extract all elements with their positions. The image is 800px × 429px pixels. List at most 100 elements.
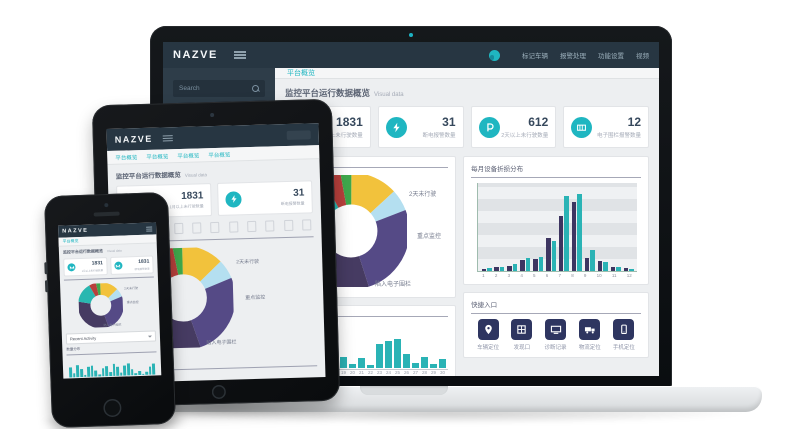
x-tick-label: 19 <box>142 376 146 379</box>
nav-item-video[interactable]: 视频 <box>636 53 649 60</box>
page-title: 监控平台运行数据概览 <box>285 88 371 98</box>
ghost-icon <box>247 220 257 233</box>
page-heading: 监控平台运行数据概览 Visual data <box>115 165 312 181</box>
x-tick-label: 11 <box>611 273 617 278</box>
volume-up-button[interactable] <box>44 262 48 275</box>
bar <box>590 250 595 271</box>
quick-item-discover[interactable]: 发现口 <box>511 319 533 351</box>
volume-down-button[interactable] <box>44 280 49 293</box>
donut-segment <box>131 246 235 350</box>
bar <box>430 364 437 368</box>
stat-card-row: 1831 1月以上未行驶数量 31 断电报警数量 612 2天以上未行驶数量 <box>285 106 649 148</box>
bar <box>499 267 505 271</box>
x-tick-label: 17 <box>133 377 136 379</box>
bar <box>105 365 109 377</box>
menu-hamburger-icon[interactable] <box>233 51 246 53</box>
tablet-camera <box>210 112 215 118</box>
x-tick-label: 20 <box>147 376 151 379</box>
quick-item-phone-locate[interactable]: 手机定位 <box>613 319 635 351</box>
stat-card-power-cut-alarms[interactable]: 31 断电报警数量 <box>217 180 313 216</box>
ghost-icon <box>174 222 184 235</box>
desktop-navbar: NAZVE 标记车辆 报警处理 功能设置 视频 <box>163 42 659 68</box>
parking-icon <box>486 122 494 131</box>
stat-value: 31 <box>442 115 456 129</box>
page-subtitle: Visual data <box>374 92 404 98</box>
bar <box>109 371 112 377</box>
nav-item-mark-vehicle[interactable]: 标记车辆 <box>522 53 548 60</box>
bar <box>533 259 538 271</box>
bar <box>141 373 145 375</box>
tab-item[interactable]: 平台概览 <box>208 152 231 159</box>
menu-hamburger-icon[interactable] <box>146 225 153 228</box>
bar <box>98 374 101 377</box>
page-title: 监控平台运行数据概览 <box>115 171 181 181</box>
bar <box>134 373 138 376</box>
x-tick-label: 12 <box>626 273 632 278</box>
monthly-plot-area <box>477 183 637 272</box>
donut-segment <box>131 246 235 350</box>
bar <box>148 366 152 375</box>
search-placeholder: Search <box>179 85 200 92</box>
tab-item[interactable]: 平台概览 <box>115 154 138 162</box>
nav-item-function-settings[interactable]: 功能设置 <box>598 53 624 60</box>
stat-card-power-cut-alarms[interactable]: 31 断电报警数量 <box>377 106 464 148</box>
ghost-icon <box>228 221 239 233</box>
stat-card-not-driven-2days[interactable]: 612 2天以上未行驶数量 <box>470 106 557 148</box>
tablet-home-button[interactable] <box>211 384 227 400</box>
donut-segment <box>295 175 407 287</box>
bar <box>123 365 127 376</box>
x-tick-label: 22 <box>367 370 373 375</box>
tab-item[interactable]: 平台概览 <box>146 153 169 161</box>
quick-item-logistics-locate[interactable]: 物流定位 <box>579 319 601 351</box>
donut-label: 2天未行驶 <box>409 192 437 198</box>
stat-label: 电子围栏报警数量 <box>596 133 641 139</box>
brand-logo: NAZVE <box>173 49 218 61</box>
recent-activity-select[interactable]: Recent Activity <box>65 330 157 345</box>
bar <box>358 357 365 368</box>
bar <box>385 341 392 368</box>
brand-logo: NAZVE <box>62 227 89 235</box>
quick-item-diagnosis-record[interactable]: 诊断记录 <box>545 319 567 351</box>
x-tick-label: 20 <box>349 370 355 375</box>
brand-m-icon <box>115 263 121 268</box>
bar <box>83 374 87 377</box>
donut-label: 重点监控 <box>417 234 442 240</box>
bar <box>367 364 374 368</box>
donut-segment <box>78 282 124 329</box>
x-tick-label: 21 <box>152 376 156 379</box>
search-input[interactable]: Search <box>173 80 265 97</box>
bar <box>512 264 518 271</box>
donut-segment <box>295 175 407 287</box>
bar <box>584 258 590 271</box>
stat-value: 1831 <box>336 115 363 129</box>
nav-item-alarm-handling[interactable]: 报警处理 <box>560 53 586 60</box>
x-tick-label: 23 <box>376 370 382 375</box>
bar <box>558 216 564 271</box>
bar-group <box>610 267 621 271</box>
stat-card[interactable]: 1831 断电报警数量 <box>109 255 154 275</box>
stat-label: 1月以上未行驶数量 <box>315 133 363 139</box>
bar <box>610 267 616 271</box>
user-avatar[interactable] <box>489 49 500 61</box>
x-tick-label: 8 <box>571 273 574 278</box>
quick-item-vehicle-locate[interactable]: 车辆定位 <box>477 319 499 351</box>
tab-platform-overview[interactable]: 平台概览 <box>287 70 315 77</box>
menu-hamburger-icon[interactable] <box>162 134 173 137</box>
bar <box>571 202 577 271</box>
tab-platform-overview[interactable]: 平台概览 <box>62 238 79 244</box>
bar <box>538 257 544 271</box>
bar-group <box>558 196 569 271</box>
stat-card[interactable]: 1831 1月以上未行驶数量 <box>63 257 108 277</box>
phone-home-button[interactable] <box>103 398 122 418</box>
tab-item[interactable]: 平台概览 <box>177 152 200 160</box>
stat-label: 断电报警数量 <box>422 133 456 139</box>
bar-group <box>623 268 634 271</box>
x-tick-label: 25 <box>394 370 400 375</box>
bar-group <box>546 238 557 271</box>
x-tick-label: 28 <box>421 370 427 375</box>
login-pill-button[interactable] <box>286 129 311 140</box>
x-tick-label: 11 <box>105 378 108 379</box>
x-tick-label: 14 <box>119 378 122 379</box>
stat-card-fence-alarms[interactable]: 12 电子围栏报警数量 <box>563 106 649 148</box>
bolt-icon <box>393 122 400 132</box>
